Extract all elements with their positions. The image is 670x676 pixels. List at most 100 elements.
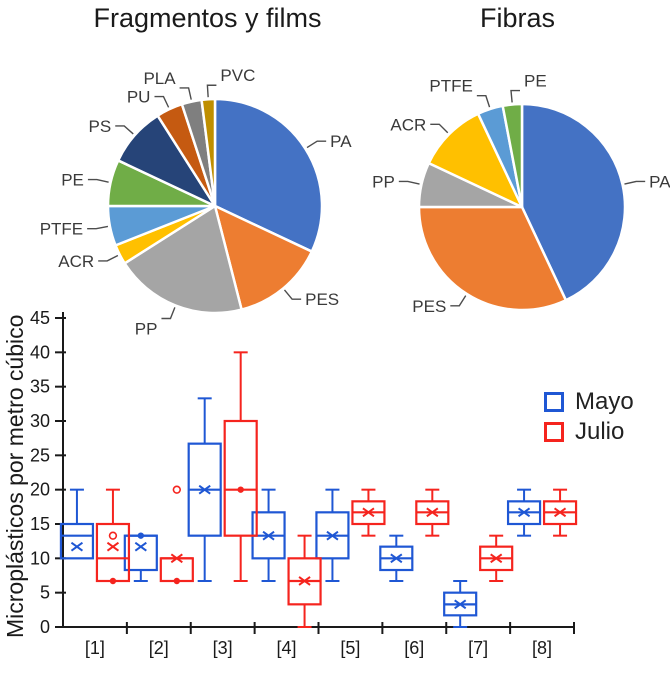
pie-slice-PES xyxy=(417,205,568,312)
mayo-legend-swatch xyxy=(544,392,564,412)
mean-marker xyxy=(362,507,375,518)
y-tick-label: 0 xyxy=(40,617,50,637)
pie-label-PLA: PLA xyxy=(143,69,176,88)
mean-marker xyxy=(390,553,403,564)
pie-slice-PA xyxy=(213,97,324,253)
mean-marker xyxy=(298,576,311,586)
pie-label-PS: PS xyxy=(89,117,112,136)
mean-marker xyxy=(490,553,503,564)
mean-marker xyxy=(454,599,467,610)
box-Julio-[3] xyxy=(223,351,258,582)
pie-leader-PS xyxy=(115,125,134,135)
pie-leader-PP xyxy=(398,180,420,185)
x-category-label: [6] xyxy=(404,638,424,658)
pie-chart-fragments: PA PES PP ACR PTFE PE PS PU PLA PVC xyxy=(30,40,380,342)
y-tick-label: 30 xyxy=(30,411,50,431)
boxplot-chart: 0 5 10 15 20 25 30 35 40 45 [1] [2] [3] [4] [5] [6] [7] [… xyxy=(30,295,670,676)
box-Julio-[8] xyxy=(542,488,578,537)
pie-leader-PTFE xyxy=(87,225,109,230)
box-Julio-[6] xyxy=(415,488,450,537)
pie-leader-ACR xyxy=(98,254,119,262)
pie-leader-PE xyxy=(87,178,109,183)
pie-label-PA: PA xyxy=(649,172,670,191)
x-category-label: [4] xyxy=(277,638,297,658)
legend-item-mayo: Mayo xyxy=(544,390,634,414)
outlier-point xyxy=(172,485,182,494)
iqr-box xyxy=(159,557,194,583)
box-Mayo-[3] xyxy=(187,397,222,582)
boxplot-chart-svg: 0 5 10 15 20 25 30 35 40 45 [1] [2] [3] [4] [5] [6] [7] [… xyxy=(30,308,578,658)
data-point xyxy=(237,486,244,493)
pie-label-PP: PP xyxy=(372,172,395,191)
pie-leader-PVC xyxy=(206,84,217,98)
mean-marker xyxy=(70,541,84,552)
pie-slice-PE xyxy=(501,102,524,209)
mean-marker xyxy=(106,541,120,552)
data-point xyxy=(137,532,145,539)
pie-leader-PTFE xyxy=(476,95,491,108)
pie-slice-ACR xyxy=(427,112,524,209)
pie-slice-PP xyxy=(123,204,243,315)
pie-label-PE: PE xyxy=(524,72,547,91)
x-category-label: [5] xyxy=(340,638,360,658)
pie-label-ACR: ACR xyxy=(58,252,94,271)
y-axis-title: Microplásticos por metro cúbico xyxy=(2,314,28,638)
julio-legend-label: Julio xyxy=(575,418,625,445)
y-tick-label: 45 xyxy=(30,308,50,328)
pie-label-PVC: PVC xyxy=(220,66,255,85)
x-category-label: [1] xyxy=(85,638,105,658)
y-tick-label: 40 xyxy=(30,342,50,362)
mean-marker xyxy=(553,507,567,518)
y-tick-label: 35 xyxy=(30,377,50,397)
box-Julio-[4] xyxy=(287,534,322,628)
x-category-label: [8] xyxy=(532,638,552,658)
pie-label-PTFE: PTFE xyxy=(429,77,472,96)
data-point xyxy=(109,577,117,585)
iqr-box xyxy=(223,419,258,537)
pie-title-fibras: Fibras xyxy=(479,3,555,33)
pie-leader-PES xyxy=(283,289,302,300)
julio-legend-swatch xyxy=(544,422,564,442)
pie-chart-fibras: PA PES PP ACR PTFE PE xyxy=(372,40,670,342)
x-category-label: [2] xyxy=(149,638,169,658)
outlier-point xyxy=(108,531,118,540)
y-tick-label: 5 xyxy=(40,583,50,603)
box-Julio-[2] xyxy=(159,485,194,585)
pie-label-PE: PE xyxy=(61,171,84,190)
pie-slice-PVC xyxy=(200,97,217,208)
mean-marker xyxy=(170,553,183,564)
pie-slice-PES xyxy=(213,204,314,311)
box-Julio-[5] xyxy=(351,488,386,537)
pie-leader-ACR xyxy=(430,123,449,134)
iqr-box xyxy=(59,522,95,560)
mean-marker xyxy=(326,530,339,541)
pie-leader-PA xyxy=(306,140,327,149)
box-Mayo-[8] xyxy=(506,488,542,537)
box-Julio-[7] xyxy=(479,534,514,582)
box-Mayo-[5] xyxy=(315,488,350,582)
mean-marker xyxy=(426,507,439,518)
box-Mayo-[1] xyxy=(59,488,95,560)
pie-title-fragments: Fragmentos y films xyxy=(93,3,322,33)
box-Mayo-[2] xyxy=(123,532,158,582)
mean-marker xyxy=(517,507,531,518)
legend: Mayo Julio xyxy=(544,390,634,444)
y-tick-label: 20 xyxy=(30,480,50,500)
pie-leader-PP xyxy=(161,307,176,320)
data-point xyxy=(173,577,181,585)
pie-leader-PE xyxy=(510,89,520,103)
pie-label-PES: PES xyxy=(305,290,339,309)
x-category-label: [7] xyxy=(468,638,488,658)
pie-leader-PU xyxy=(154,95,170,108)
box-Mayo-[4] xyxy=(251,488,286,582)
pie-label-ACR: ACR xyxy=(390,115,426,134)
y-tick-label: 25 xyxy=(30,445,50,465)
legend-item-julio: Julio xyxy=(544,420,634,444)
mean-marker xyxy=(262,530,275,541)
pie-label-PP: PP xyxy=(135,320,158,339)
pie-leader-PLA xyxy=(179,87,192,100)
pie-label-PES: PES xyxy=(412,297,446,316)
x-category-label: [3] xyxy=(213,638,233,658)
